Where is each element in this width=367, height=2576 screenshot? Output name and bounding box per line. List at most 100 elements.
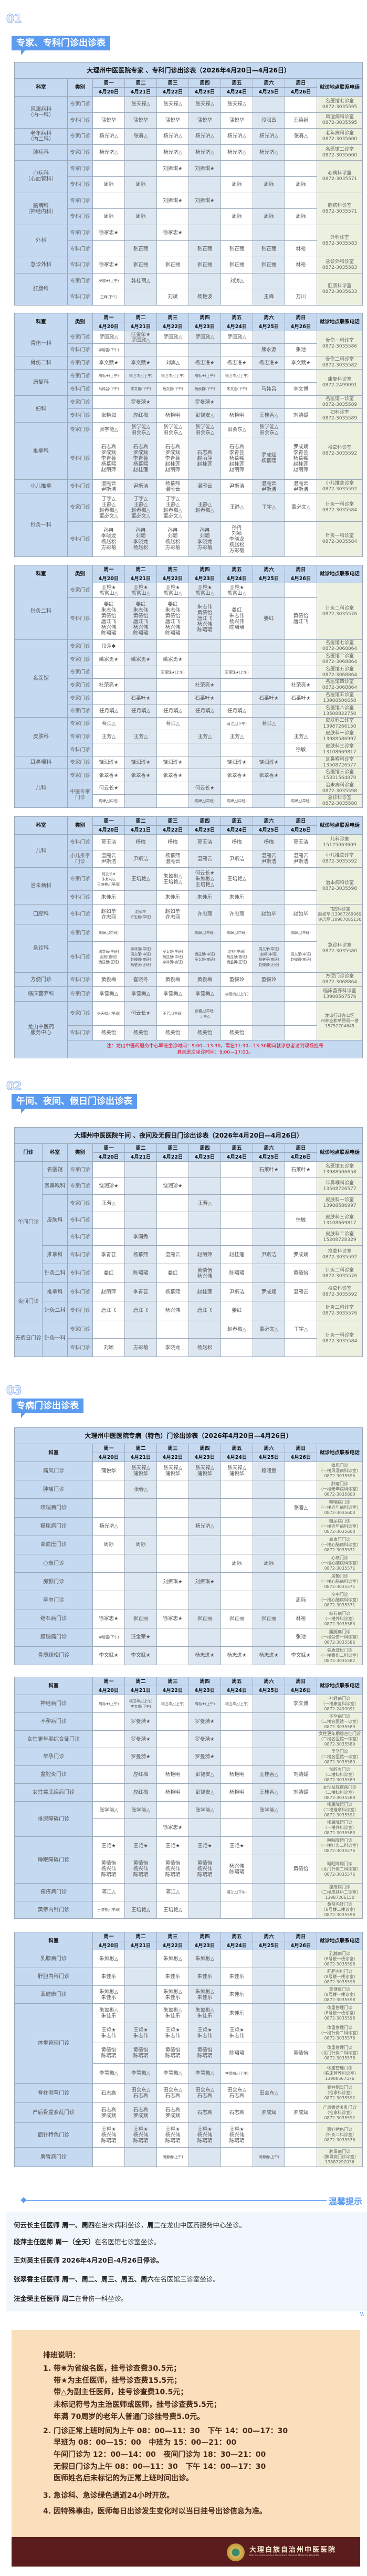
schedule-cell: [253, 986, 285, 1002]
schedule-cell: [253, 1194, 285, 1212]
schedule-cell: [285, 1748, 317, 1766]
schedule-cell: 张学能△: [92, 1801, 125, 1819]
department-label: 产后骨盆紊乱门诊: [14, 2102, 93, 2123]
schedule-cell: 杨卫华△(上午) 李文博(下午): [124, 1695, 157, 1713]
column-header-weekday: 周六: [253, 1677, 285, 1686]
schedule-cell: 马韩吕(下午): [92, 382, 125, 396]
schedule-cell: [285, 224, 317, 241]
location-phone: 骨伤一科诊室 0872-3035586: [317, 331, 363, 356]
schedule-cell: 周嵘△(早班): [285, 924, 317, 942]
schedule-cell: 闵菊香(上午): [253, 2147, 285, 2167]
location-phone: 面针特色门诊 （针灸二科诊室） 0872-3035576: [317, 2122, 363, 2148]
schedule-cell: 林裕: [285, 240, 317, 257]
schedule-cell: 姜红 朱志伟 黄倩怡 唐江飞 杨兴伟 陈珺珺: [92, 597, 125, 640]
schedule-cell: 黄倩怡: [285, 1855, 317, 1884]
column-header-date: 4月25日: [253, 1453, 285, 1462]
schedule-cell: 王艳★ 杨兴伟 陈珺珺: [188, 2122, 221, 2148]
schedule-cell: 蒲悦华: [92, 1461, 125, 1481]
schedule-cell: 杨兴伟 陈珺珺: [221, 1855, 253, 1884]
category-label: 专家门诊: [67, 691, 93, 705]
schedule-cell: 杨光济△: [188, 144, 221, 161]
schedule-cell: [188, 1161, 221, 1178]
schedule-cell: [285, 1968, 317, 1986]
schedule-cell: [253, 1517, 285, 1536]
table-row: 黄倩怡 杨兴伟 陈珺珺 黄倩怡 杨兴伟 陈珺珺 黄倩怡 杨兴伟 陈珺珺 黄倩怡 杨兴伟…: [15, 1855, 363, 1884]
schedule-cell: [156, 794, 189, 808]
location-phone: 针灸一科诊室 0872-3035584: [317, 521, 363, 557]
schedule-cell: 周文荣(中班) 赵微微(夜班): [285, 941, 317, 973]
department-label: 耳鼻喉科: [42, 1177, 68, 1195]
schedule-cell: 周际: [92, 176, 125, 193]
schedule-cell: 姜红 朱志伟 杨兴伟 陈珺珺: [221, 597, 253, 640]
category-label: 专家门诊: [67, 639, 93, 653]
schedule-cell: [92, 1783, 125, 1802]
schedule-cell: [188, 343, 221, 356]
schedule-cell: [285, 1901, 317, 1919]
schedule-cell: [253, 1177, 285, 1195]
column-header-date: 4月23日: [188, 1152, 221, 1162]
column-header-weekday: 周一: [92, 78, 125, 88]
schedule-cell: 朱如彬△: [92, 1950, 125, 1968]
schedule-cell: 朱佳乐: [221, 890, 253, 905]
location-phone: 咳喘病门诊 （一楼老年病科诊室） 0872-3035600: [316, 1498, 363, 1518]
schedule-cell: [92, 666, 125, 679]
schedule-cell: 杨光济△: [92, 128, 125, 145]
schedule-cell: 李雪梅△: [188, 986, 221, 1002]
schedule-cell: [253, 272, 285, 290]
schedule-table: 科室 类别 周一 周二 周三 周四 周五 周六 周日 就诊地点联系电话 4月20日 4月21日 4月22…: [14, 565, 363, 808]
schedule-cell: [156, 678, 189, 692]
column-header-date: 4月20日: [92, 87, 125, 97]
column-header-weekday: 周四: [188, 1444, 221, 1453]
schedule-cell: [92, 1765, 125, 1784]
location-phone: 名医馆五诊室 13988506658: [317, 691, 363, 705]
schedule-cell: 李雪梅△(上午): [221, 986, 253, 1002]
schedule-cell: 杨文磊(下午): [156, 382, 189, 396]
schedule-cell: 李增富(下午): [92, 1627, 125, 1647]
column-header-weekday: 周三: [156, 816, 189, 826]
schedule-cell: [253, 1480, 285, 1499]
location-phone: 治未病科诊室 0872-3035598: [317, 782, 363, 795]
schedule-cell: 黄倩怡: [285, 2043, 317, 2064]
table-row: 急诊外科 专科门诊 徐家忠★ 张正丽 张正丽 张正丽 张正丽 张正丽 林裕 急诊外科诊室 0872…: [14, 256, 363, 274]
notice-line: 4. 因特殊事由，医师每日出诊发生变化时以当日挂号出诊信息为准。: [43, 2507, 267, 2516]
column-header-weekday: 周三: [156, 313, 189, 322]
schedule-cell: 张春△: [285, 128, 317, 145]
schedule-cell: [253, 2122, 285, 2148]
schedule-cell: 罗成斌: [285, 1245, 317, 1264]
tip-line: 王刘英主任医师 2026年4月20日-4月26日停诊。: [14, 2255, 163, 2265]
schedule-cell: [221, 1712, 253, 1731]
table-row: 外科 专家门诊 徐家忠★ 徐家忠★ 外科诊室 0872-3035583: [14, 224, 363, 257]
category-label: 专科门诊: [67, 1212, 93, 1229]
schedule-cell: [92, 1212, 125, 1229]
schedule-cell: 蒲悦华: [221, 112, 253, 129]
column-header-weekday: 周五: [221, 565, 253, 574]
location-phone: 体重管理门诊 （临床营养科诊室） 13988567576: [317, 2063, 363, 2084]
category-label: 专科门诊: [67, 972, 93, 987]
schedule-cell: [188, 1212, 221, 1229]
schedule-cell: 张正丽: [188, 256, 221, 274]
schedule-cell: 赵如毕 许忠丽: [92, 904, 125, 924]
column-header-date: 4月24日: [221, 825, 253, 835]
schedule-cell: 赵杨(早班) 杨显慧(夜班) 杨鉴英(正班): [221, 941, 253, 973]
schedule-cell: [221, 1591, 253, 1610]
schedule-cell: 王桂香△: [253, 408, 285, 423]
schedule-cell: 黄倩怡 陈珺珺: [188, 2043, 221, 2064]
category-label: 专家门诊: [67, 224, 93, 241]
column-header-date: 4月23日: [188, 574, 221, 583]
schedule-cell: 罗曼漪★: [124, 1730, 157, 1748]
schedule-cell: 周文荣(早班) 赵杨(中班) 杨鉴英(夜班) 赵微微(正班): [253, 941, 285, 973]
schedule-cell: [156, 208, 189, 225]
schedule-cell: [285, 1194, 317, 1212]
column-header-weekday: 周日: [285, 816, 317, 826]
schedule-cell: 黄俊梅: [92, 972, 125, 987]
schedule-cell: 罗国政△: [92, 331, 125, 344]
table-row: 专家门诊 石莱叶★ 石莱叶★ 石莱叶★ 石莱叶★ 名医馆五诊室 13988506658: [15, 691, 363, 705]
schedule-cell: [285, 1553, 317, 1573]
category-label: 专科门诊: [67, 904, 93, 924]
column-header-dept: 科室: [14, 816, 68, 835]
schedule-cell: 杨慕熙 温雁云: [156, 850, 189, 868]
location-phone: 治未病科诊室 0872-3035598: [317, 867, 363, 905]
schedule-cell: 张学能△: [188, 1801, 221, 1819]
schedule-cell: 杨光济△: [188, 128, 221, 145]
schedule-cell: 杨忠进★: [221, 356, 253, 370]
